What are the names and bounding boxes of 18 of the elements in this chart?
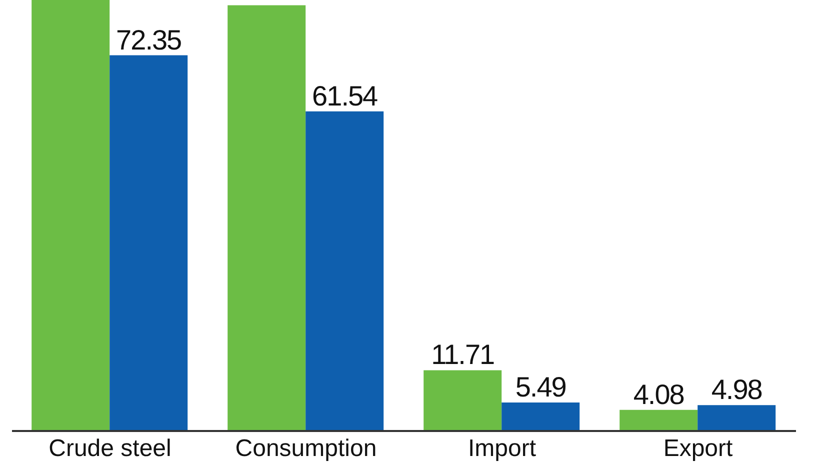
data-label: 4.98 [711,374,762,406]
data-label: 72.35 [116,24,182,56]
bar [698,405,776,431]
x-tick-label: Consumption [235,435,377,462]
data-label: 5.49 [515,371,566,402]
bar [32,0,110,431]
x-tick-label: Export [663,435,734,462]
bar [228,5,306,431]
bar [306,111,384,431]
bar [110,55,188,431]
data-label: 11.71 [431,339,495,370]
x-tick-label: Import [468,435,536,462]
bar [424,370,502,431]
bar [620,410,698,431]
x-tick-label: Crude steel [48,435,172,462]
data-label: 4.08 [633,378,684,410]
data-label: 61.54 [312,80,378,112]
bar [502,402,580,431]
